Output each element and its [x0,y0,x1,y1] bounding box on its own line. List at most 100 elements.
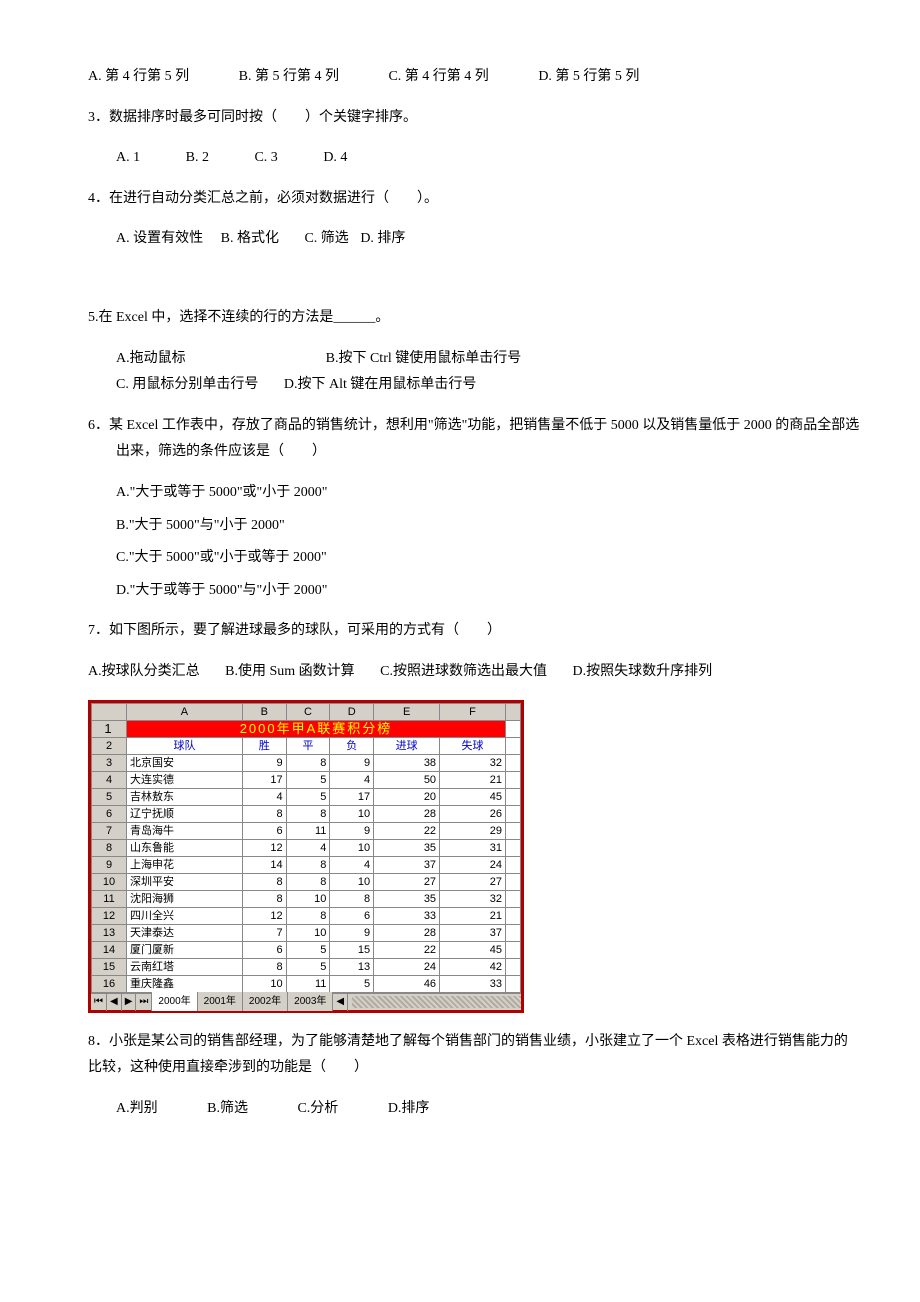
hdr-ga: 失球 [440,737,506,754]
cell-team: 云南红塔 [127,958,243,975]
cell-value: 10 [330,873,374,890]
corner-cell [92,703,127,720]
hdr-gf: 进球 [374,737,440,754]
cell-value: 11 [286,975,330,992]
q8-opt-d: D.排序 [388,1101,430,1116]
row-number: 12 [92,907,127,924]
q4-options: A. 设置有效性 B. 格式化 C. 筛选 D. 排序 [60,226,860,253]
cell-value: 4 [330,771,374,788]
tab-2001: 2001年 [198,992,243,1011]
table-row: 9上海申花14843724 [92,856,521,873]
cell-value: 8 [242,805,286,822]
row-number: 3 [92,754,127,771]
table-row: 6辽宁抚顺88102826 [92,805,521,822]
colhd-e: E [374,703,440,720]
row-number: 6 [92,805,127,822]
q5-opt-c: C. 用鼠标分别单击行号 [116,377,258,392]
cell-value: 45 [440,941,506,958]
q7-opt-b: B.使用 Sum 函数计算 [225,664,355,679]
q3-text: 3．数据排序时最多可同时按（ ）个关键字排序。 [60,105,860,132]
cell-value: 32 [440,890,506,907]
cell-value: 45 [440,788,506,805]
cell-value: 5 [286,958,330,975]
table-row: 15云南红塔85132442 [92,958,521,975]
cell-value: 8 [286,907,330,924]
cell-team: 吉林敖东 [127,788,243,805]
cell-value: 14 [242,856,286,873]
table-row: 7青岛海牛61192229 [92,822,521,839]
q6-opt-c: C."大于 5000"或"小于或等于 2000" [116,545,860,572]
q5-text: 5.在 Excel 中，选择不连续的行的方法是______。 [60,305,860,332]
q6-text: 6．某 Excel 工作表中，存放了商品的销售统计，想利用"筛选"功能，把销售量… [88,418,859,460]
cell-value: 8 [242,873,286,890]
cell-value: 24 [440,856,506,873]
q2-options: A. 第 4 行第 5 列 B. 第 5 行第 4 列 C. 第 4 行第 4 … [60,64,860,91]
cell-value: 9 [242,754,286,771]
q7-opt-c: C.按照进球数筛选出最大值 [380,664,547,679]
cell-value: 21 [440,771,506,788]
q2-opt-a: A. 第 4 行第 5 列 [88,69,189,84]
table-row: 13天津泰达71092837 [92,924,521,941]
cell-value: 33 [440,975,506,992]
colhd-b: B [242,703,286,720]
row-number: 16 [92,975,127,992]
tab-scrollbar [352,996,521,1008]
cell-value: 12 [242,907,286,924]
q5-options: A.拖动鼠标 B.按下 Ctrl 键使用鼠标单击行号 C. 用鼠标分别单击行号 … [60,346,860,399]
table-row: 12四川全兴12863321 [92,907,521,924]
cell-value: 22 [374,941,440,958]
cell-team: 四川全兴 [127,907,243,924]
cell-value: 20 [374,788,440,805]
cell-value: 11 [286,822,330,839]
q3-options: A. 1 B. 2 C. 3 D. 4 [60,145,860,172]
q6-options: A."大于或等于 5000"或"小于 2000" B."大于 5000"与"小于… [60,480,860,604]
cell-value: 10 [330,839,374,856]
cell-team: 青岛海牛 [127,822,243,839]
colhd-extra [506,703,521,720]
cell-value: 28 [374,924,440,941]
colhd-f: F [440,703,506,720]
sheet-tabs: ⏮ ◀ ▶ ⏭ 2000年 2001年 2002年 2003年 ◀ [91,993,521,1010]
q7-text: 7．如下图所示，要了解进球最多的球队，可采用的方式有（ ） [60,618,860,645]
cell-value: 8 [286,805,330,822]
cell-team: 上海申花 [127,856,243,873]
q6-opt-d: D."大于或等于 5000"与"小于 2000" [116,578,860,605]
q5-opt-b: B.按下 Ctrl 键使用鼠标单击行号 [326,346,522,373]
cell-team: 天津泰达 [127,924,243,941]
cell-value: 8 [242,958,286,975]
cell-value: 38 [374,754,440,771]
row-number: 10 [92,873,127,890]
cell-value: 5 [286,771,330,788]
excel-screenshot: A B C D E F 1 2000年甲A联赛积分榜 2 球队 胜 平 负 进球… [88,700,524,1013]
row-number: 5 [92,788,127,805]
cell-value: 7 [242,924,286,941]
tab-2000: 2000年 [152,992,197,1011]
q2-opt-d: D. 第 5 行第 5 列 [538,69,639,84]
cell-value: 4 [242,788,286,805]
table-row: 5吉林敖东45172045 [92,788,521,805]
cell-value: 17 [242,771,286,788]
colhd-a: A [127,703,243,720]
league-table: A B C D E F 1 2000年甲A联赛积分榜 2 球队 胜 平 负 进球… [91,703,521,993]
cell-value: 37 [374,856,440,873]
cell-value: 10 [330,805,374,822]
q3-opt-c: C. 3 [254,150,277,165]
q3-opt-a: A. 1 [116,150,140,165]
q7-opt-a: A.按球队分类汇总 [88,664,200,679]
q6-wrap: 6．某 Excel 工作表中，存放了商品的销售统计，想利用"筛选"功能，把销售量… [88,413,860,466]
q3-opt-b: B. 2 [186,150,209,165]
tab-nav-prev-icon: ◀ [107,992,122,1011]
tab-2003: 2003年 [288,992,333,1011]
cell-team: 大连实德 [127,771,243,788]
q4-opt-d: D. 排序 [360,231,405,246]
hdr-draw: 平 [286,737,330,754]
table-row: 14厦门厦新65152245 [92,941,521,958]
cell-value: 27 [374,873,440,890]
cell-value: 35 [374,890,440,907]
cell-value: 10 [286,890,330,907]
table-row: 10深圳平安88102727 [92,873,521,890]
q5-opt-d: D.按下 Alt 键在用鼠标单击行号 [284,377,477,392]
tab-nav-next-icon: ▶ [122,992,137,1011]
cell-value: 13 [330,958,374,975]
cell-value: 8 [286,873,330,890]
